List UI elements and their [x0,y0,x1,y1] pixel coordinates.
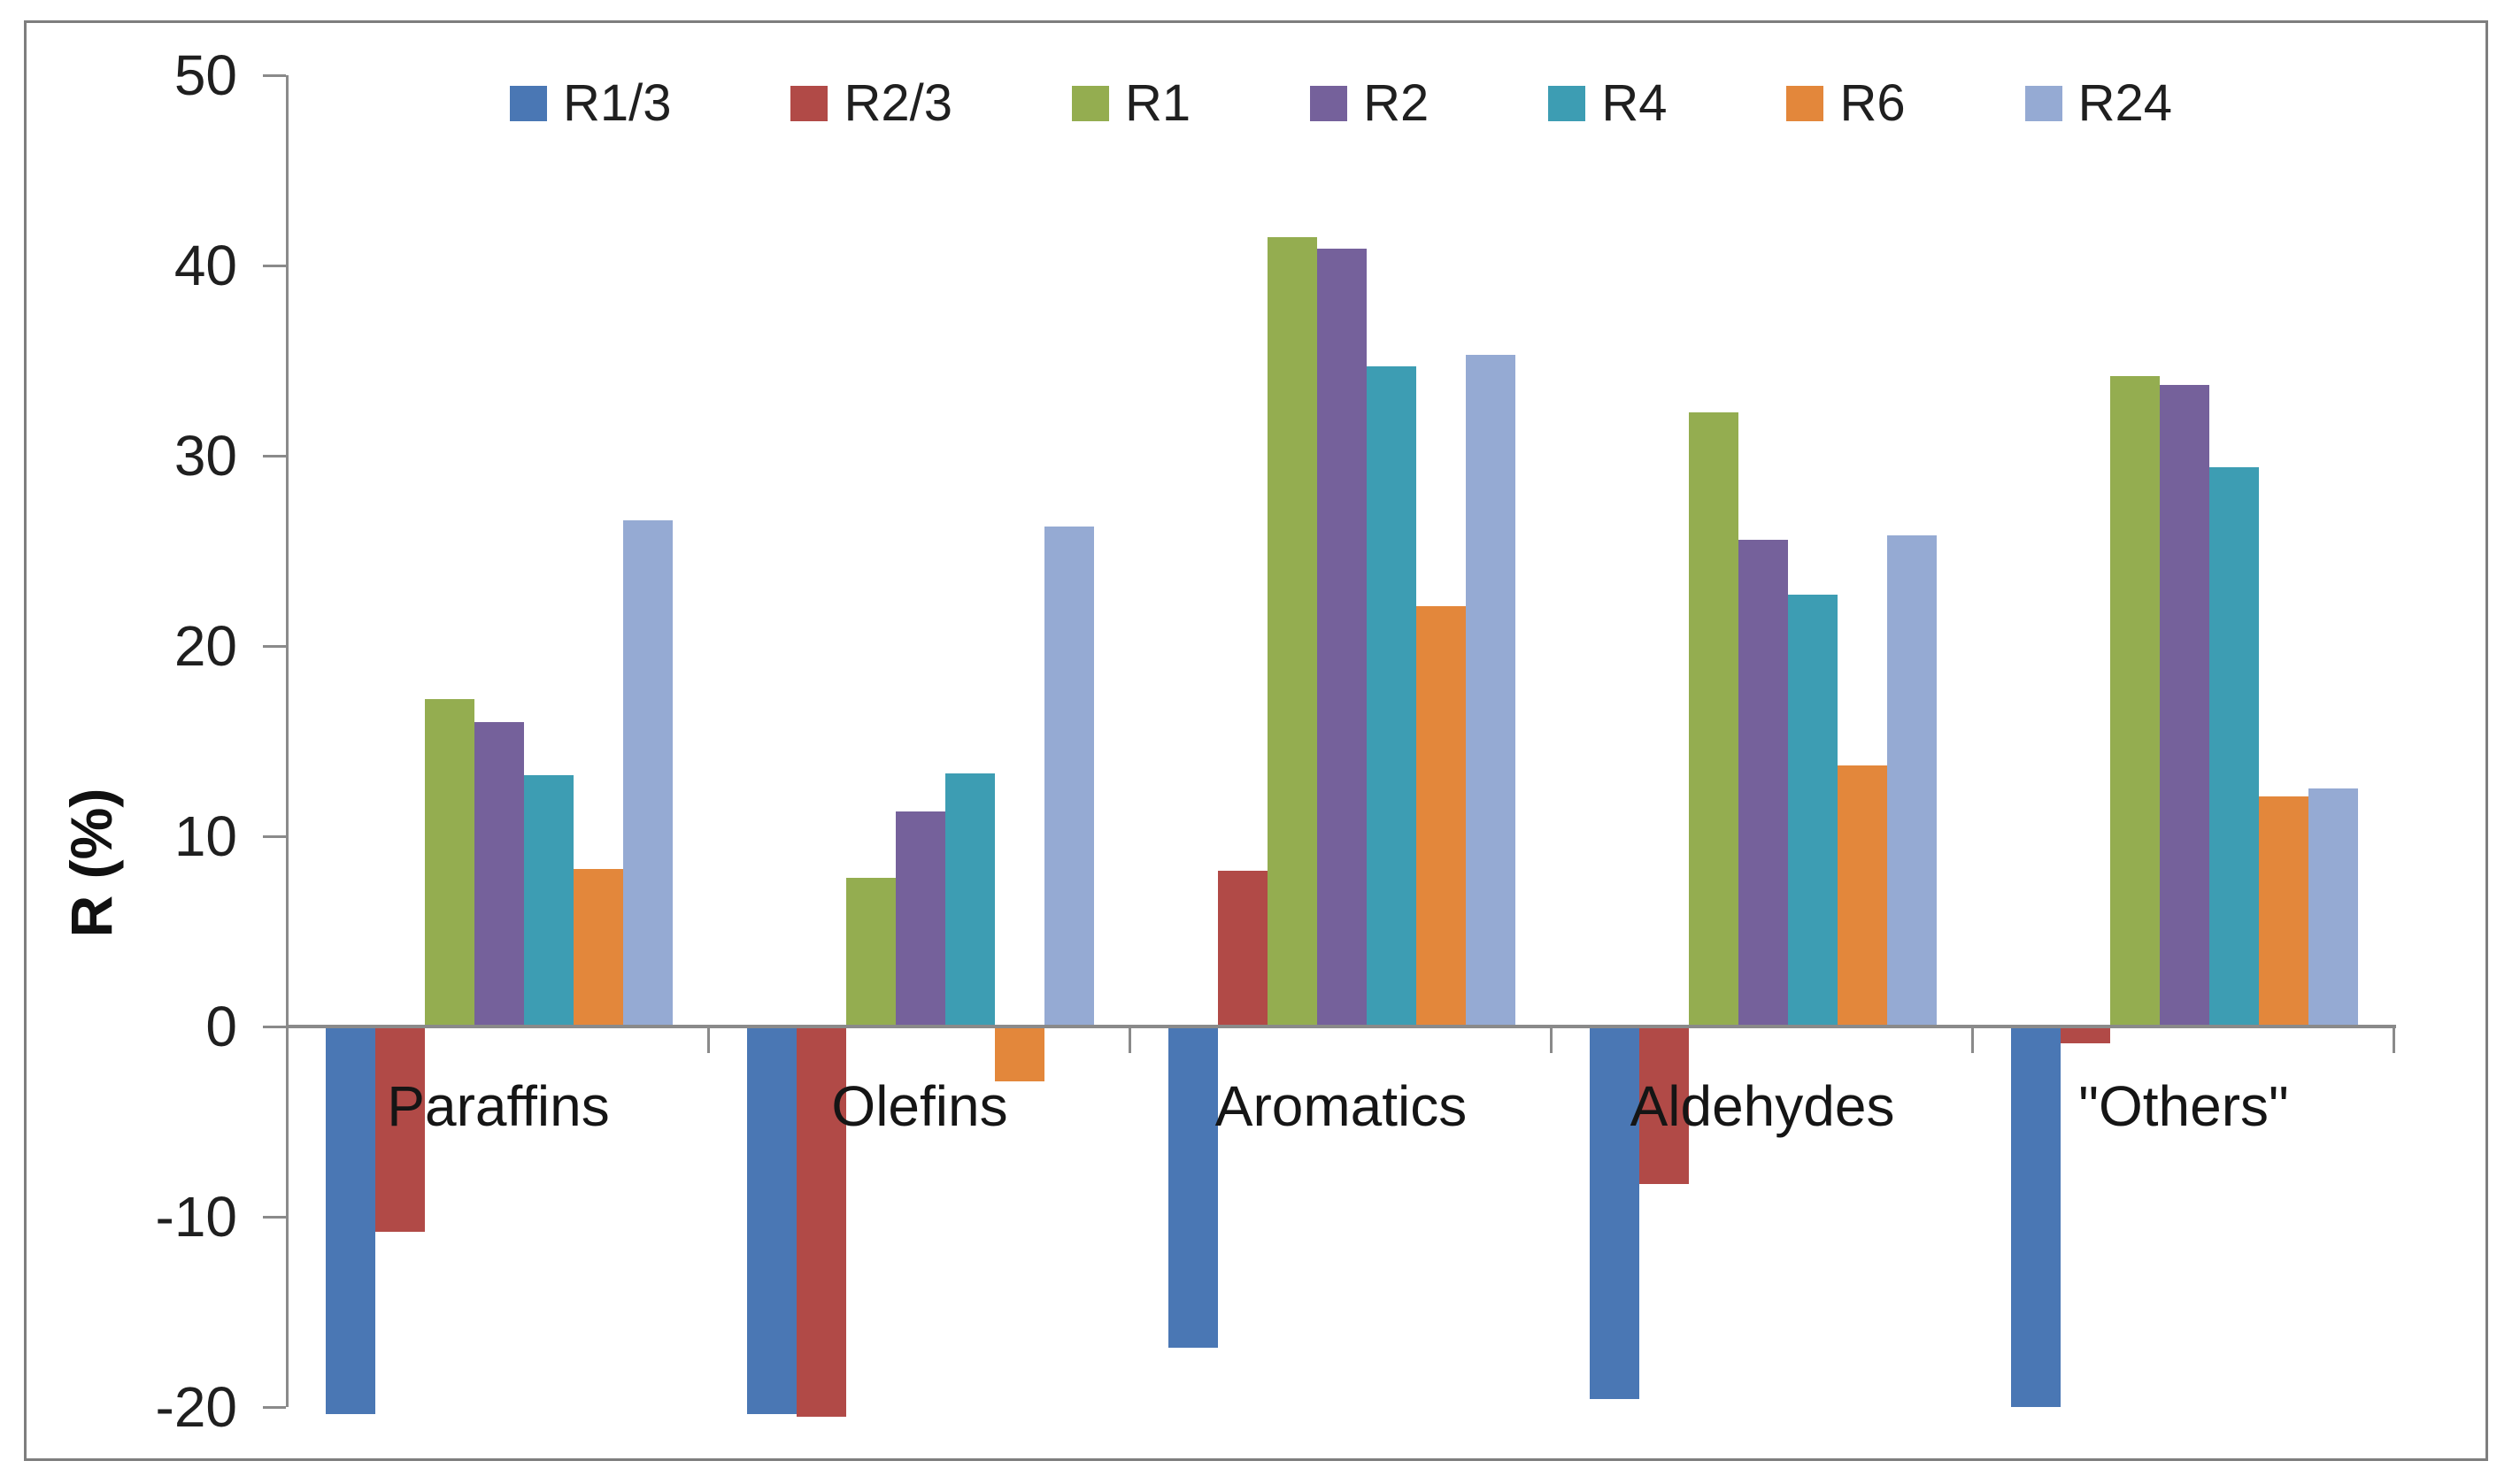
legend-label: R1 [1125,74,1191,132]
category-boundary-tick [1550,1026,1553,1053]
legend-item-R4: R4 [1548,78,1667,129]
legend-item-R1: R1 [1072,78,1191,129]
y-axis-tick [263,455,286,458]
y-tick-label: 40 [173,234,237,297]
y-axis-tick [263,645,286,648]
y-tick-label: 0 [205,995,237,1058]
bar-R4-Others [2209,466,2259,1026]
bar-R1-Paraffins [425,699,474,1026]
legend-item-R6: R6 [1786,74,1906,132]
bar-R6-Olefins [995,1028,1044,1082]
y-axis-tick [263,1216,286,1219]
legend-label: R2/3 [844,74,952,132]
legend-label: R24 [2077,74,2173,132]
y-axis-tick [263,1026,286,1028]
legend-swatch-R2 [1310,86,1348,121]
bar-R2-Others [2160,385,2209,1026]
bar-R1-Aldehydes [1689,411,1738,1026]
category-boundary-tick [286,1026,289,1053]
legend-label: R1/3 [562,74,672,132]
legend-swatch-R1-3 [509,86,547,121]
bar-R2-3-Aromatics [1218,870,1268,1026]
bar-R2-3-Olefins [797,1028,846,1417]
legend-label: R4 [1601,74,1668,132]
bar-R1-Aromatics [1268,236,1317,1026]
bar-R2-3-Others [2061,1028,2110,1044]
y-tick-label: 30 [173,424,237,488]
bar-R2-3-Paraffins [375,1028,425,1233]
bar-R4-Aldehydes [1788,594,1838,1026]
bar-R2-Aromatics [1317,248,1367,1026]
bar-R24-Aromatics [1466,355,1515,1026]
bar-R2-Olefins [896,811,945,1026]
bar-R1-Olefins [846,878,896,1026]
bar-R1-3-Aromatics [1168,1028,1218,1349]
bar-R2-Paraffins [474,722,524,1026]
y-tick-label: -20 [155,1375,238,1439]
bar-R6-Aldehydes [1838,765,1887,1026]
legend-item-R1-3: R1/3 [509,74,672,132]
y-axis-title: R (%) [58,788,124,938]
legend: R1/3 R2/3 R1 R2 R4 R6 R24 [288,73,2394,135]
bar-R24-Others [2308,788,2358,1026]
bar-R1-3-Olefins [747,1028,797,1415]
bar-R2-Aldehydes [1738,539,1788,1026]
y-tick-label: 50 [173,43,237,107]
category-label-others: "Others" [2078,1074,2289,1138]
category-boundary-tick [707,1026,710,1053]
legend-swatch-R2-3 [790,86,828,121]
bar-R1-Others [2110,375,2160,1026]
x-axis-zero-line [286,1025,2396,1028]
bar-R4-Olefins [945,773,995,1026]
category-boundary-tick [1129,1026,1131,1053]
y-axis-line [286,75,289,1407]
y-axis-tick [263,835,286,838]
legend-swatch-R1 [1072,86,1109,121]
legend-swatch-R4 [1548,86,1586,121]
legend-label: R2 [1363,74,1430,132]
bar-R24-Olefins [1044,526,1094,1026]
category-label-paraffins: Paraffins [387,1074,610,1138]
y-tick-label: -10 [155,1185,238,1249]
y-axis-tick [263,265,286,267]
legend-label: R6 [1839,74,1906,132]
bar-R4-Aromatics [1367,365,1416,1026]
legend-item-R24: R24 [2024,74,2173,132]
legend-swatch-R6 [1786,86,1824,121]
category-label-aldehydes: Aldehydes [1630,1074,1895,1138]
bar-R1-3-Aldehydes [1590,1028,1639,1400]
y-tick-label: 10 [173,804,237,868]
y-tick-label: 20 [173,614,237,678]
bar-R1-3-Paraffins [326,1028,375,1415]
y-axis-tick [263,1406,286,1409]
category-boundary-tick [2393,1026,2395,1053]
bar-R4-Paraffins [524,775,574,1026]
legend-item-R2: R2 [1310,78,1429,129]
legend-item-R2-3: R2/3 [790,78,952,129]
bar-R24-Aldehydes [1887,535,1937,1026]
bar-R1-3-Others [2011,1028,2061,1407]
bar-R6-Paraffins [574,868,623,1026]
legend-swatch-R24 [2024,86,2062,121]
bar-R6-Others [2259,796,2308,1026]
bar-R2-3-Aldehydes [1639,1028,1689,1185]
category-boundary-tick [1971,1026,1974,1053]
bar-R24-Paraffins [623,520,673,1026]
category-label-aromatics: Aromatics [1214,1074,1468,1138]
y-axis-tick [263,74,286,77]
bar-R6-Aromatics [1416,605,1466,1026]
category-label-olefins: Olefins [831,1074,1008,1138]
